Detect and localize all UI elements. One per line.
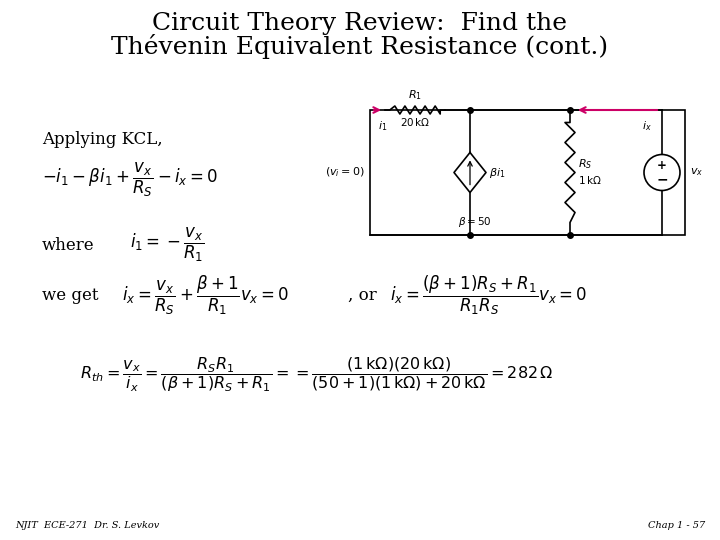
Text: $-i_1 - \beta i_1 + \dfrac{v_x}{R_S} - i_x = 0$: $-i_1 - \beta i_1 + \dfrac{v_x}{R_S} - i… — [42, 161, 218, 199]
Circle shape — [644, 154, 680, 191]
Text: $i_x$: $i_x$ — [642, 119, 652, 133]
Text: $(v_i = 0)$: $(v_i = 0)$ — [325, 166, 365, 179]
Text: we get: we get — [42, 287, 99, 303]
Text: NJIT  ECE-271  Dr. S. Levkov: NJIT ECE-271 Dr. S. Levkov — [15, 521, 159, 530]
Text: Chap 1 - 57: Chap 1 - 57 — [648, 521, 705, 530]
Text: $R_1$: $R_1$ — [408, 88, 422, 102]
Text: −: − — [656, 172, 668, 186]
Text: $v_x$: $v_x$ — [690, 167, 703, 178]
Text: $\beta = 50$: $\beta = 50$ — [458, 215, 492, 229]
Text: $i_x = \dfrac{(\beta+1)R_S + R_1}{R_1 R_S}v_x = 0$: $i_x = \dfrac{(\beta+1)R_S + R_1}{R_1 R_… — [390, 273, 588, 316]
Text: Thévenin Equivalent Resistance (cont.): Thévenin Equivalent Resistance (cont.) — [112, 34, 608, 59]
Text: $R_{th} = \dfrac{v_x}{i_x} = \dfrac{R_S R_1}{(\beta+1)R_S + R_1} == \dfrac{(1\,\: $R_{th} = \dfrac{v_x}{i_x} = \dfrac{R_S … — [80, 355, 554, 395]
Text: Circuit Theory Review:  Find the: Circuit Theory Review: Find the — [153, 12, 567, 35]
Text: $i_1$: $i_1$ — [378, 119, 387, 133]
Text: Applying KCL,: Applying KCL, — [42, 132, 163, 148]
Text: $1\,\mathrm{k}\Omega$: $1\,\mathrm{k}\Omega$ — [578, 174, 602, 186]
Text: $R_S$: $R_S$ — [578, 158, 593, 171]
Text: $20\,\mathrm{k}\Omega$: $20\,\mathrm{k}\Omega$ — [400, 116, 430, 128]
Text: $\beta i_1$: $\beta i_1$ — [489, 165, 505, 179]
Text: $i_x = \dfrac{v_x}{R_S} + \dfrac{\beta+1}{R_1}v_x = 0$: $i_x = \dfrac{v_x}{R_S} + \dfrac{\beta+1… — [122, 273, 289, 316]
Bar — [370, 110, 685, 235]
Text: $i_1 = -\dfrac{v_x}{R_1}$: $i_1 = -\dfrac{v_x}{R_1}$ — [130, 226, 204, 264]
Text: +: + — [657, 159, 667, 172]
Text: , or: , or — [348, 287, 377, 303]
Text: where: where — [42, 237, 94, 253]
